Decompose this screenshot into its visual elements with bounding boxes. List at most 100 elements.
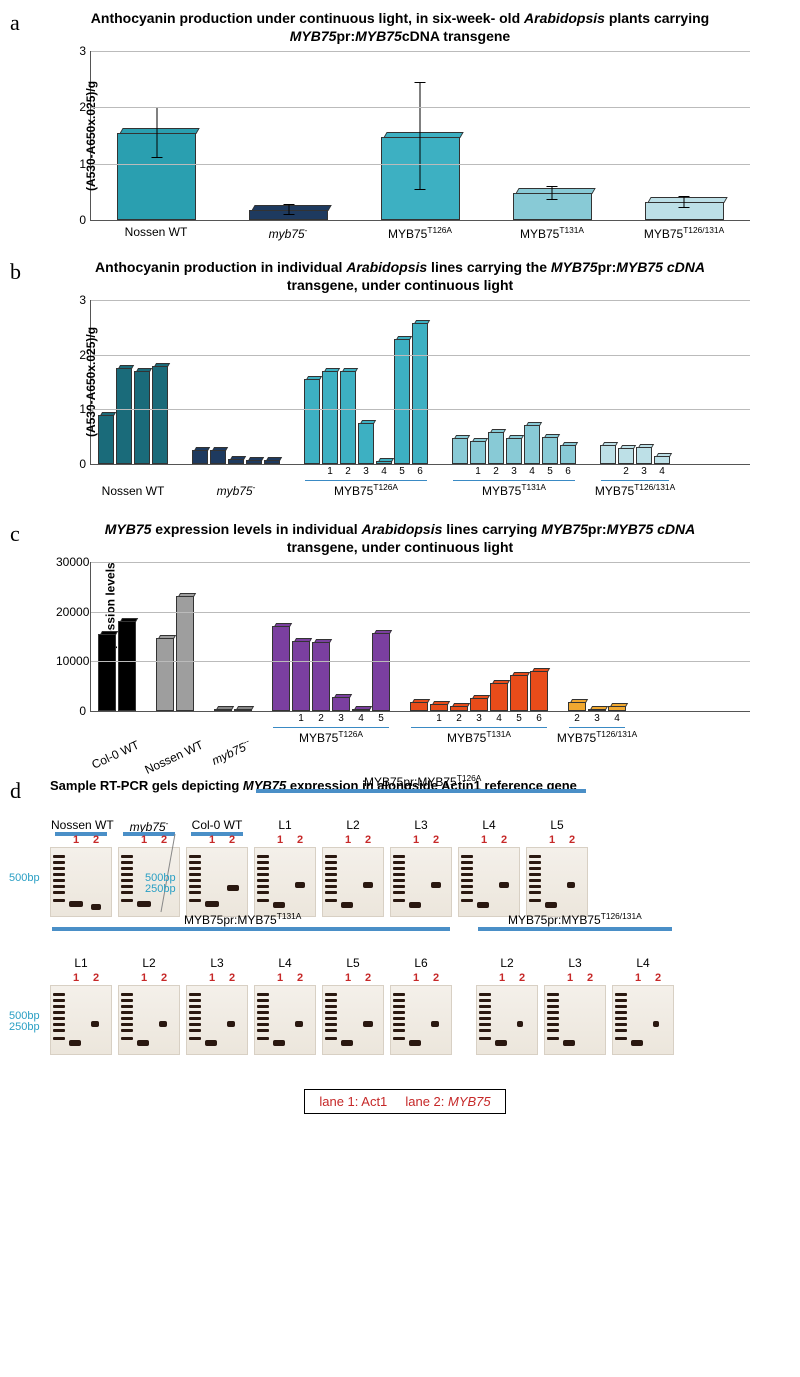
lane-number: 1	[413, 972, 419, 984]
gel-block: L412	[612, 985, 674, 1055]
gel-band	[431, 882, 441, 888]
lane-number: 2	[297, 834, 303, 846]
bar-group: myb75-	[191, 300, 281, 464]
gel-block: L512	[526, 847, 588, 917]
bar-number: 3	[476, 713, 482, 724]
x-label: MYB75T126A	[354, 221, 486, 241]
panel-c-title: MYB75 expression levels in individual Ar…	[90, 521, 710, 556]
gel-band	[137, 901, 151, 907]
gel-band	[517, 1021, 523, 1027]
bar	[234, 709, 252, 711]
bar-number: 1	[327, 466, 333, 477]
panel-b: b Anthocyanin production in individual A…	[20, 259, 780, 503]
bar-number: 2	[493, 466, 499, 477]
gel-block: L112	[254, 847, 316, 917]
bar-number: 5	[378, 713, 384, 724]
bar	[272, 626, 290, 711]
gel-band	[295, 1021, 303, 1027]
bar-number: 2	[456, 713, 462, 724]
lane-number: 1	[499, 972, 505, 984]
gel-block: L312	[186, 985, 248, 1055]
gel-band	[341, 1040, 353, 1046]
lane-number: 1	[73, 972, 79, 984]
bar: 3	[358, 423, 374, 464]
chart-c-bars: Col-0 WTNossen WTmyb75--12345MYB75T126A1…	[91, 562, 750, 711]
bar	[246, 460, 262, 464]
bar-group: 234MYB75T126/131A	[567, 562, 627, 711]
construct-label: MYB75pr:MYB75T126/131A	[508, 911, 642, 927]
bp-label: 500bp	[9, 872, 40, 884]
gel-band	[477, 902, 489, 908]
bar-group: 12345MYB75T126A	[271, 562, 391, 711]
bar: 3	[588, 709, 606, 711]
gel-block: Col-0 WT12500bp250bp	[186, 847, 248, 917]
bar	[98, 634, 116, 711]
bar-number: 4	[358, 713, 364, 724]
gel-block-label: L6	[391, 956, 451, 970]
lane-number: 1	[413, 834, 419, 846]
bp-label: 250bp	[145, 883, 176, 895]
bar-number: 1	[298, 713, 304, 724]
lane-number: 1	[209, 834, 215, 846]
lane-number: 1	[277, 834, 283, 846]
bar-group: 123456MYB75T131A	[409, 562, 549, 711]
gel-band	[409, 902, 421, 908]
gel-block-label: Col-0 WT	[187, 818, 247, 832]
lane-number: 2	[519, 972, 525, 984]
lane-number: 1	[345, 834, 351, 846]
gel-block: L312	[544, 985, 606, 1055]
lane-number: 2	[433, 834, 439, 846]
gel-band	[341, 902, 353, 908]
bar-group: Col-0 WT	[97, 562, 137, 711]
bar	[156, 638, 174, 712]
panel-c: c MYB75 expression levels in individual …	[20, 521, 780, 760]
gel-block: Nossen WT12500bp	[50, 847, 112, 917]
lane-number: 2	[93, 972, 99, 984]
construct-label: MYB75pr:MYB75T126A	[364, 773, 481, 789]
gel-block: L512	[322, 985, 384, 1055]
bar-group: myb75--	[213, 562, 253, 711]
gel-block-label: L3	[545, 956, 605, 970]
group-label: MYB75T126/131A	[557, 729, 637, 745]
bar-number: 1	[475, 466, 481, 477]
bar	[192, 450, 208, 464]
bar-number: 6	[417, 466, 423, 477]
lane-number: 1	[141, 834, 147, 846]
gel-band	[295, 882, 305, 888]
gel-block: L412	[458, 847, 520, 917]
bar	[452, 438, 468, 464]
x-label: Nossen WT	[90, 221, 222, 241]
bar: 5	[394, 339, 410, 464]
panel-a: a Anthocyanin production under continuou…	[20, 10, 780, 241]
bar	[118, 621, 136, 711]
bar-number: 5	[516, 713, 522, 724]
legend-lane1: lane 1: Act1	[319, 1094, 387, 1109]
gel-band	[567, 882, 575, 888]
bar: 6	[530, 671, 548, 711]
gel-band	[69, 901, 83, 907]
group-label: myb75-	[217, 482, 256, 498]
bar-number: 5	[399, 466, 405, 477]
lane-number: 1	[141, 972, 147, 984]
gel-block: L112500bp250bp	[50, 985, 112, 1055]
bar: 1	[470, 441, 486, 464]
legend-lane2: lane 2: MYB75	[405, 1094, 490, 1109]
lane-number: 2	[365, 972, 371, 984]
bar: 2	[340, 371, 356, 464]
lane-number: 1	[73, 834, 79, 846]
bar-number: 4	[381, 466, 387, 477]
bar: 5	[542, 437, 558, 464]
gel-band	[409, 1040, 421, 1046]
gel-block: L312	[390, 847, 452, 917]
lane-number: 2	[501, 834, 507, 846]
chart-a: (A530-A650x.025)/g 0123	[90, 51, 750, 221]
bar-number: 3	[338, 713, 344, 724]
chart-a-xlabels: Nossen WTmyb75-MYB75T126AMYB75T131AMYB75…	[90, 221, 750, 241]
y-tick: 0	[56, 213, 86, 227]
gel-band	[69, 1040, 81, 1046]
lane-number: 1	[481, 834, 487, 846]
bar: 4	[654, 456, 670, 464]
x-label: myb75-	[222, 221, 354, 241]
bar: 2	[488, 432, 504, 464]
panel-d: d Sample RT-PCR gels depicting MYB75 exp…	[20, 778, 780, 1114]
